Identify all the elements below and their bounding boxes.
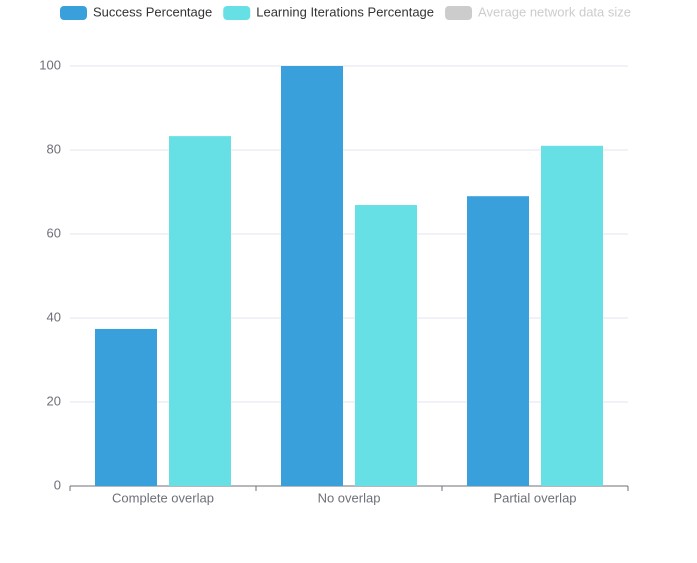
y-tick-label: 0	[54, 477, 61, 492]
legend-label[interactable]: Average network data size	[478, 4, 631, 19]
y-tick-label: 40	[47, 309, 61, 324]
bar	[281, 66, 343, 486]
legend-swatch[interactable]	[60, 6, 87, 20]
x-tick-label: Partial overlap	[493, 490, 576, 505]
x-tick-label: No overlap	[318, 490, 381, 505]
legend-label[interactable]: Success Percentage	[93, 4, 212, 19]
x-tick-label: Complete overlap	[112, 490, 214, 505]
bar	[355, 205, 417, 486]
bar	[95, 328, 157, 486]
bar	[541, 145, 603, 487]
y-tick-label: 100	[39, 57, 61, 72]
bar	[467, 196, 529, 486]
legend-swatch[interactable]	[223, 6, 251, 20]
y-tick-label: 20	[47, 393, 61, 408]
y-tick-label: 60	[47, 225, 61, 240]
bar	[169, 136, 231, 486]
y-tick-label: 80	[47, 141, 61, 156]
legend-label[interactable]: Learning Iterations Percentage	[256, 4, 434, 19]
legend-swatch[interactable]	[445, 6, 473, 20]
